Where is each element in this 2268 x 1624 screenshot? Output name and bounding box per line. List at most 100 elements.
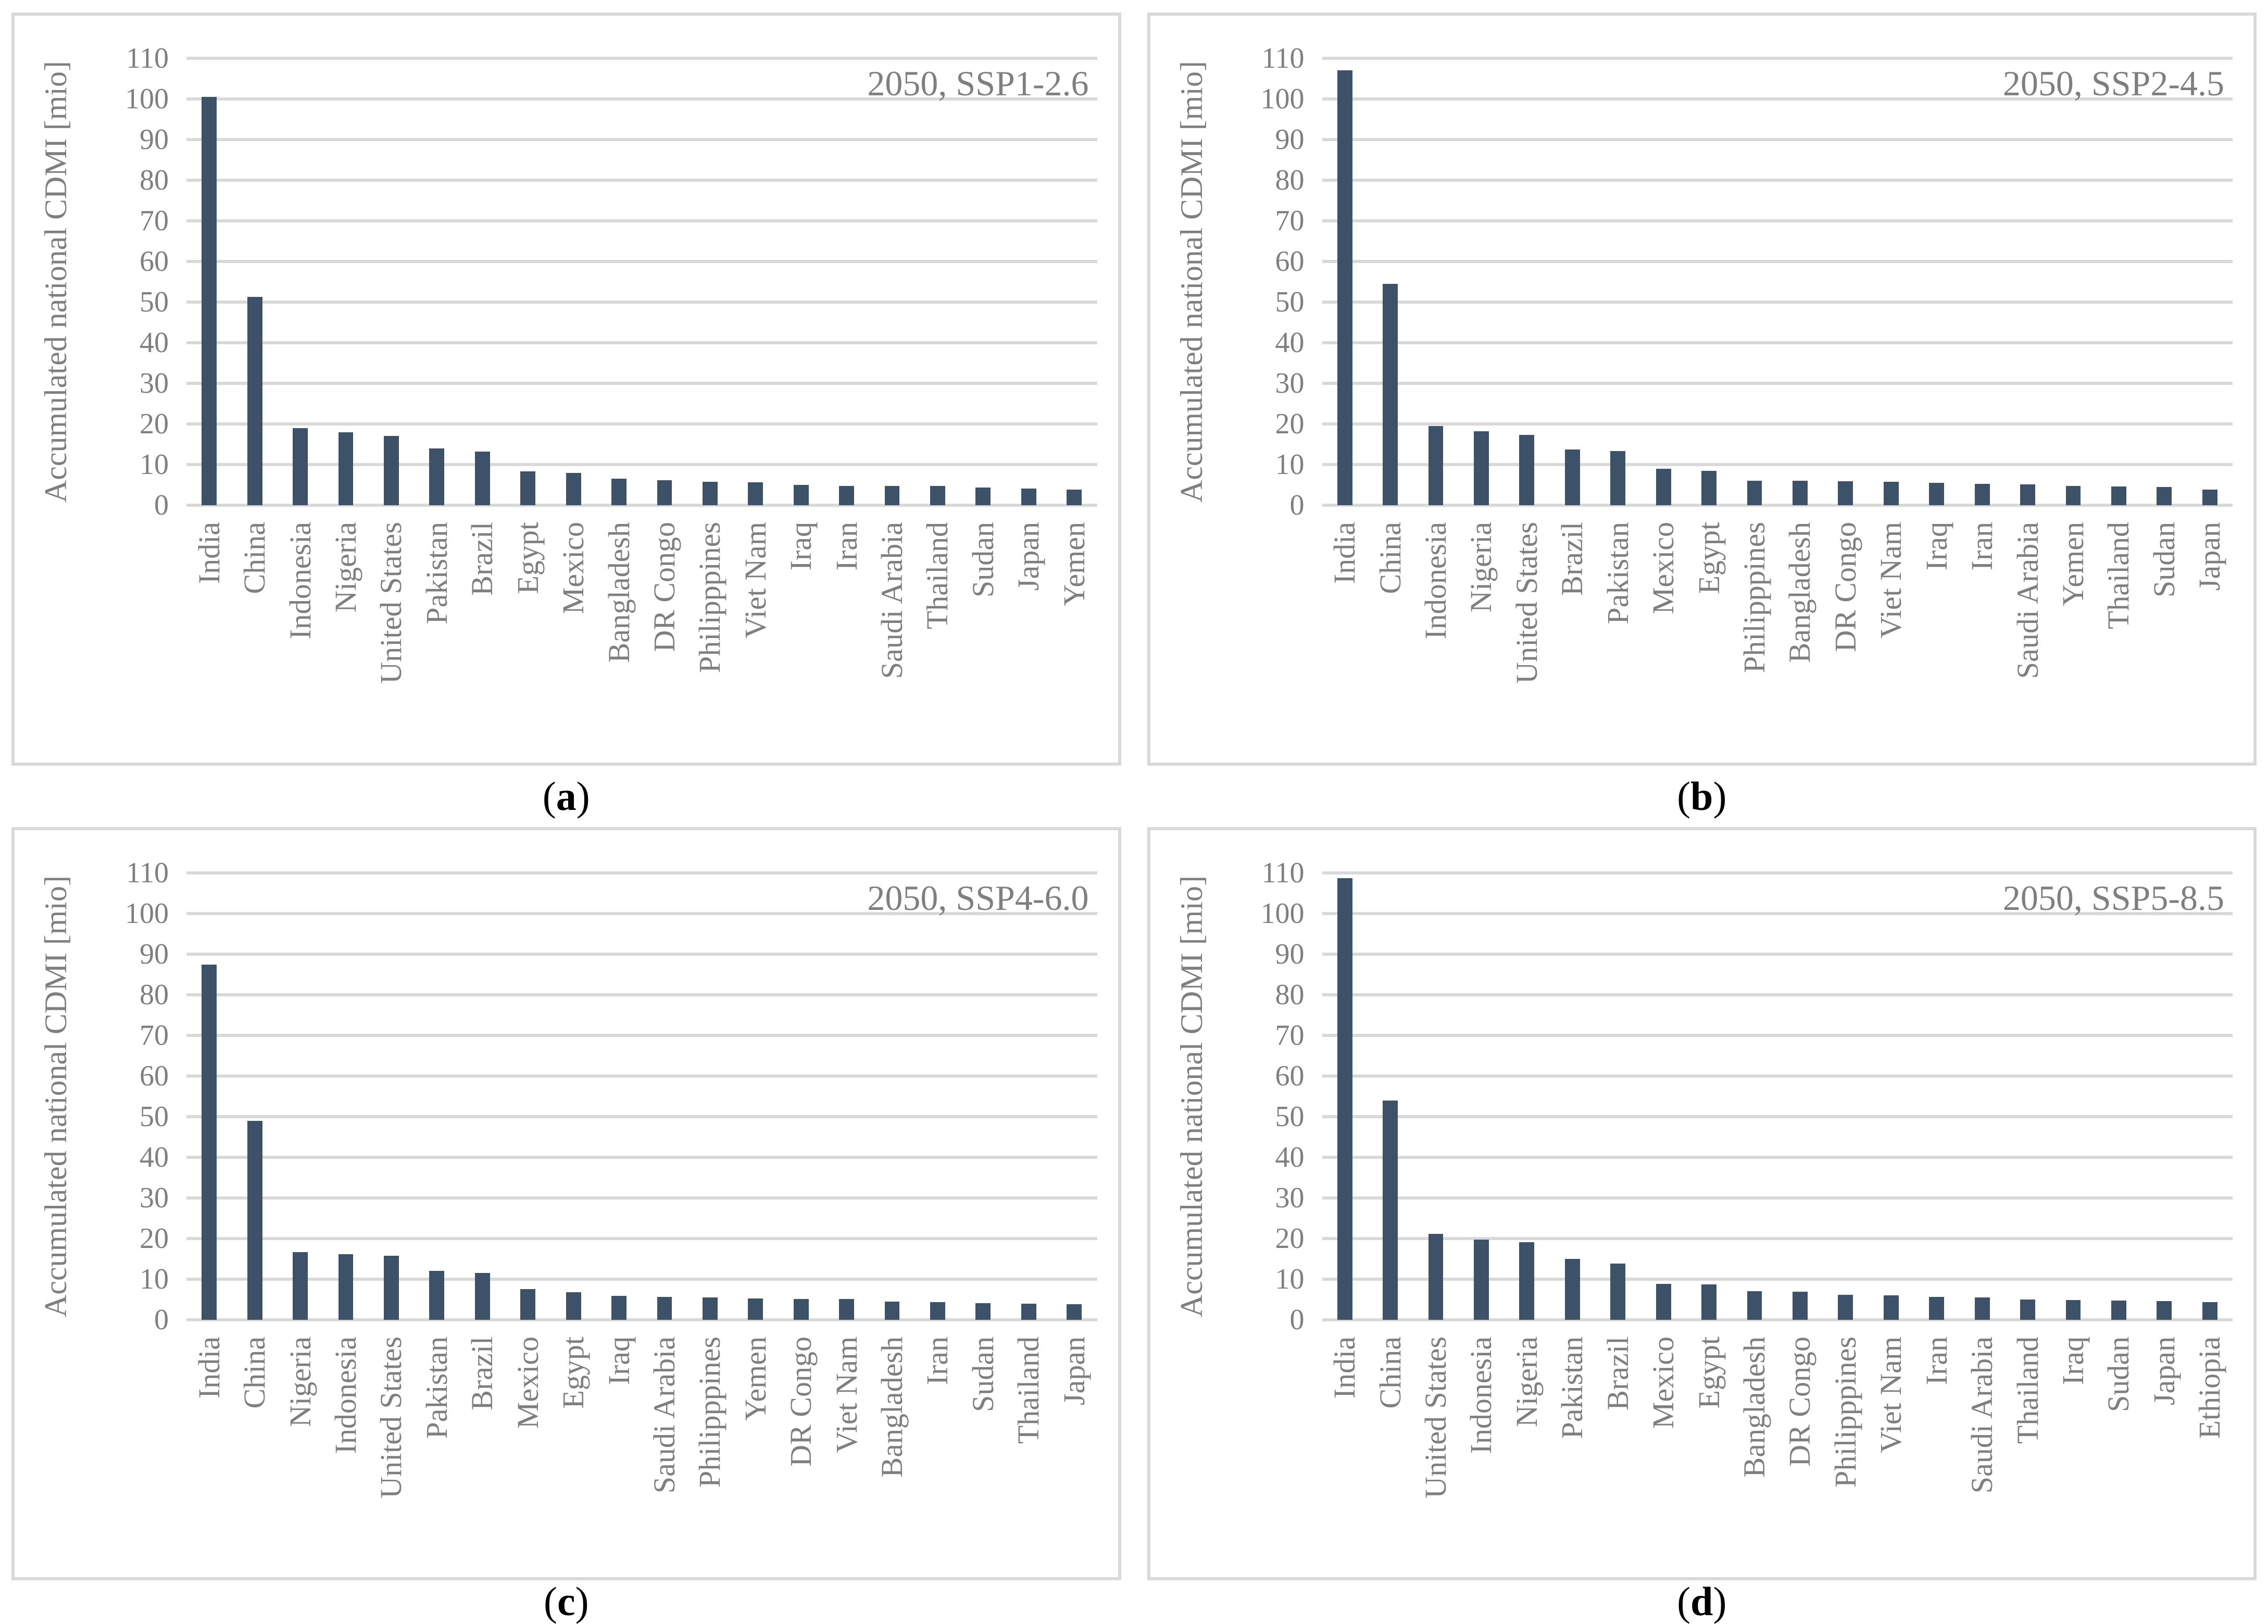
bar-viet-nam (839, 1299, 855, 1320)
category-label-nigeria: Nigeria (1464, 522, 1498, 613)
bar-slot (1322, 873, 1368, 1320)
bar-slot (1459, 58, 1504, 505)
bar-slot (1777, 873, 1823, 1320)
category-label-cell: Mexico (1640, 1336, 1686, 1566)
gridline (186, 97, 1097, 101)
category-label-united-states: United States (374, 1336, 408, 1498)
category-label-china: China (1373, 1336, 1407, 1409)
y-tick-label: 30 (1275, 367, 1305, 399)
category-label-philipppines: Philipppines (693, 522, 727, 673)
y-tick-label: 100 (1260, 897, 1305, 930)
category-label-cell: India (186, 522, 232, 751)
category-label-cell: China (232, 1336, 277, 1566)
y-tick-label: 110 (1261, 857, 1305, 889)
gridline (186, 1075, 1097, 1078)
bar-slot (1595, 58, 1640, 505)
bar-brazil (1610, 1263, 1626, 1320)
bar-egypt (566, 1292, 581, 1320)
y-tick-label: 70 (1275, 205, 1305, 237)
chart-panel-d: Accumulated national CDMI [mio] 0 10 20 30 4… (1147, 827, 2257, 1580)
category-label-cell: Iraq (778, 522, 823, 751)
x-axis-labels: India China Nigeria Indonesia United States P… (186, 1336, 1097, 1566)
y-tick-label: 60 (140, 245, 169, 278)
bar-china (1383, 283, 1398, 505)
category-label-ethiopia: Ethiopia (2192, 1336, 2227, 1439)
category-label-cell: Philipppines (687, 1336, 733, 1566)
y-tick-label: 0 (154, 489, 169, 521)
category-label-egypt: Egypt (556, 1336, 591, 1409)
plot-area (1322, 57, 2233, 507)
bar-viet-nam (1883, 481, 1899, 505)
bar-japan (2157, 1301, 2172, 1320)
bar-slot (186, 58, 232, 505)
category-label-cell: Indonesia (1459, 1336, 1504, 1566)
category-label-sudan: Sudan (966, 522, 1000, 597)
bar-slot (596, 873, 642, 1320)
category-label-cell: India (1322, 522, 1368, 751)
category-label-cell: China (232, 522, 277, 751)
bar-brazil (474, 1272, 490, 1320)
bar-slot (2096, 873, 2141, 1320)
caption-b: (b) (1147, 766, 2257, 827)
bar-slot (1732, 873, 1777, 1320)
category-label-cell: Mexico (505, 1336, 550, 1566)
category-label-indonesia: Indonesia (328, 1336, 362, 1454)
category-label-bangladesh: Bangladesh (1783, 522, 1817, 663)
bar-slot (1959, 58, 2004, 505)
category-label-united-states: United States (1419, 1336, 1453, 1498)
bar-brazil (474, 452, 490, 505)
category-label-cell: India (186, 1336, 232, 1566)
bar-slot (460, 873, 505, 1320)
chart-title: 2050, SSP1-2.6 (867, 64, 1089, 103)
bar-china (1383, 1100, 1398, 1320)
bar-slot (323, 58, 368, 505)
bar-slot (869, 58, 914, 505)
bar-slot (1006, 58, 1051, 505)
bar-slot (2050, 58, 2096, 505)
category-label-cell: Egypt (505, 522, 550, 751)
gridline (1322, 1318, 2233, 1321)
category-label-cell: Philipppines (1732, 522, 1777, 751)
gridline (1322, 1034, 2233, 1037)
category-label-japan: Japan (1057, 1336, 1091, 1406)
bar-philipppines (1838, 1294, 1853, 1320)
category-label-bangladesh: Bangladesh (602, 522, 636, 663)
y-tick-label: 80 (140, 164, 169, 196)
category-label-thailand: Thailand (920, 522, 955, 630)
bar-viet-nam (748, 482, 763, 505)
category-label-mexico: Mexico (556, 522, 591, 615)
category-label-philipppines: Philipppines (1737, 522, 1771, 673)
bar-philipppines (702, 481, 718, 505)
category-label-cell: United States (369, 1336, 414, 1566)
bar-slot (687, 873, 733, 1320)
category-label-cell: Iran (1914, 1336, 1959, 1566)
category-label-cell: Ethiopia (2187, 1336, 2233, 1566)
bar-thailand (2020, 1300, 2035, 1320)
category-label-cell: India (1322, 1336, 1368, 1566)
category-label-thailand: Thailand (1011, 1336, 1046, 1444)
bar-iran (930, 1302, 945, 1320)
bar-slot (1777, 58, 1823, 505)
bar-bangladesh (611, 478, 626, 505)
category-label-dr-congo: DR Congo (784, 1336, 818, 1467)
gridline (1322, 1115, 2233, 1118)
bar-slot (1640, 58, 1686, 505)
bar-slot (733, 58, 778, 505)
gridline (1322, 179, 2233, 182)
category-label-cell: Egypt (1686, 522, 1732, 751)
bar-mexico (1656, 468, 1671, 505)
category-label-india: India (192, 1336, 226, 1399)
category-label-iran: Iran (920, 1336, 955, 1385)
gridline (186, 1237, 1097, 1240)
caption-close-paren: ) (1713, 773, 1727, 819)
bar-china (247, 296, 262, 505)
category-label-united-states: United States (374, 522, 408, 684)
bar-slot (642, 873, 687, 1320)
bar-china (247, 1120, 262, 1320)
bar-slot (1640, 873, 1686, 1320)
category-label-china: China (237, 522, 272, 594)
category-label-cell: Brazil (460, 522, 505, 751)
bar-iran (1974, 484, 1990, 505)
bar-nigeria (1519, 1242, 1535, 1320)
